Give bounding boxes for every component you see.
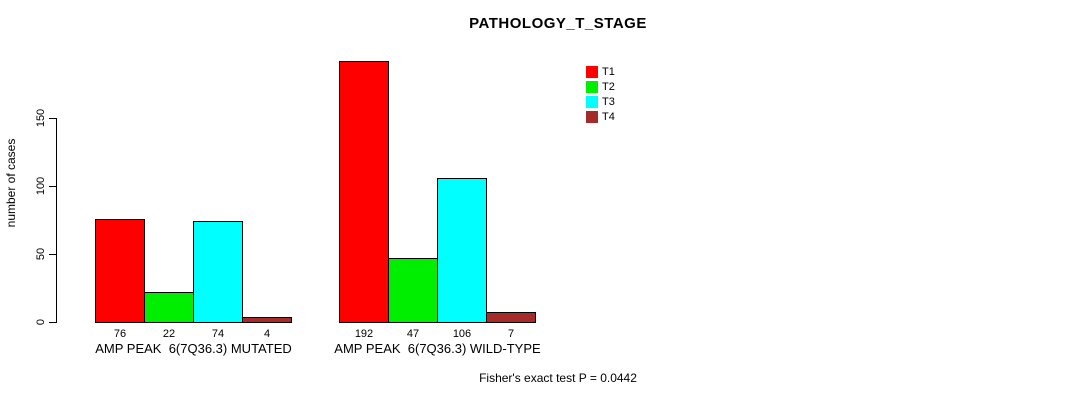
bar-value-label: 7 [507, 328, 515, 340]
bar-value-label: 22 [162, 328, 176, 340]
legend: T1 T2 T3 T4 [586, 64, 615, 124]
legend-row-t2: T2 [586, 79, 615, 94]
legend-swatch-t2 [586, 80, 598, 93]
bar-value-label: 192 [354, 328, 374, 340]
bar-t4-group2 [486, 312, 536, 323]
bar-t2-group1 [144, 292, 194, 323]
statistical-test-annotation: Fisher's exact test P = 0.0442 [479, 371, 637, 385]
y-axis-tick [49, 254, 56, 255]
bar-t1-group1 [95, 219, 145, 323]
legend-row-t3: T3 [586, 94, 615, 109]
chart-title: PATHOLOGY_T_STAGE [469, 15, 647, 32]
legend-label: T1 [602, 65, 615, 78]
y-axis-label: number of cases [4, 138, 18, 228]
legend-label: T2 [602, 80, 615, 93]
legend-swatch-t4 [586, 110, 598, 123]
bar-value-label: 106 [452, 328, 472, 340]
bar-t4-group1 [242, 317, 292, 323]
y-axis-tick-label: 100 [35, 176, 47, 196]
bar-t2-group2 [388, 258, 438, 323]
y-axis-line [56, 118, 57, 323]
bar-t3-group2 [437, 178, 487, 323]
legend-label: T3 [602, 95, 615, 108]
bar-value-label: 47 [406, 328, 420, 340]
category-label: AMP PEAK 6(7Q36.3) MUTATED [95, 341, 292, 356]
bar-value-label: 74 [211, 328, 225, 340]
y-axis-tick-label: 0 [35, 318, 47, 326]
legend-swatch-t3 [586, 95, 598, 108]
legend-row-t1: T1 [586, 64, 615, 79]
y-axis-tick [49, 118, 56, 119]
legend-swatch-t1 [586, 65, 598, 78]
bar-value-label: 4 [263, 328, 271, 340]
y-axis-tick [49, 322, 56, 323]
y-axis-tick [49, 186, 56, 187]
y-axis-tick-label: 50 [35, 247, 47, 261]
y-axis-tick-label: 150 [35, 108, 47, 128]
legend-label: T4 [602, 110, 615, 123]
bar-t1-group2 [339, 61, 389, 323]
bar-value-label: 76 [113, 328, 127, 340]
category-label: AMP PEAK 6(7Q36.3) WILD-TYPE [334, 341, 541, 356]
legend-row-t4: T4 [586, 109, 615, 124]
bar-t3-group1 [193, 221, 243, 323]
